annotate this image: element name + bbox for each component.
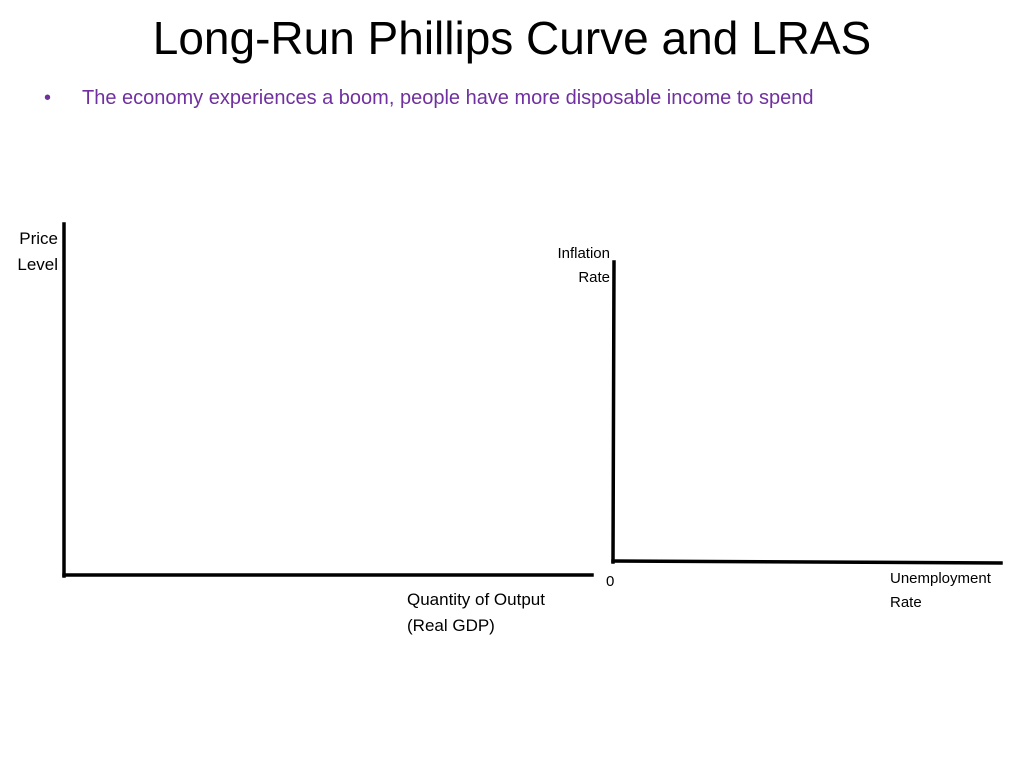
inflation-rate-axis-label: Inflation Rate <box>536 242 610 290</box>
quantity-of-output-axis-label: Quantity of Output (Real GDP) <box>407 587 545 639</box>
origin-zero-label: 0 <box>606 573 615 590</box>
price-level-axis-label: Price Level <box>4 226 58 278</box>
inflation-label-line-1: Inflation <box>557 245 610 262</box>
bullet-item: • The economy experiences a boom, people … <box>44 84 1014 112</box>
right-x-axis <box>611 559 1003 565</box>
price-level-label-line-2: Level <box>17 255 58 274</box>
bullet-text: The economy experiences a boom, people h… <box>82 87 814 109</box>
quantity-label-line-2: (Real GDP) <box>407 616 495 635</box>
unemployment-label-line-2: Rate <box>890 594 922 611</box>
slide-title: Long-Run Phillips Curve and LRAS <box>152 12 872 64</box>
right-y-axis <box>611 260 616 564</box>
left-graph-axes <box>62 222 594 578</box>
unemployment-label-line-1: Unemployment <box>890 570 991 587</box>
unemployment-rate-axis-label: Unemployment Rate <box>890 567 991 615</box>
inflation-label-line-2: Rate <box>578 269 610 286</box>
right-graph-axes <box>611 260 1003 565</box>
bullet-marker: • <box>44 87 52 109</box>
price-level-label-line-1: Price <box>19 229 58 248</box>
quantity-label-line-1: Quantity of Output <box>407 590 545 609</box>
